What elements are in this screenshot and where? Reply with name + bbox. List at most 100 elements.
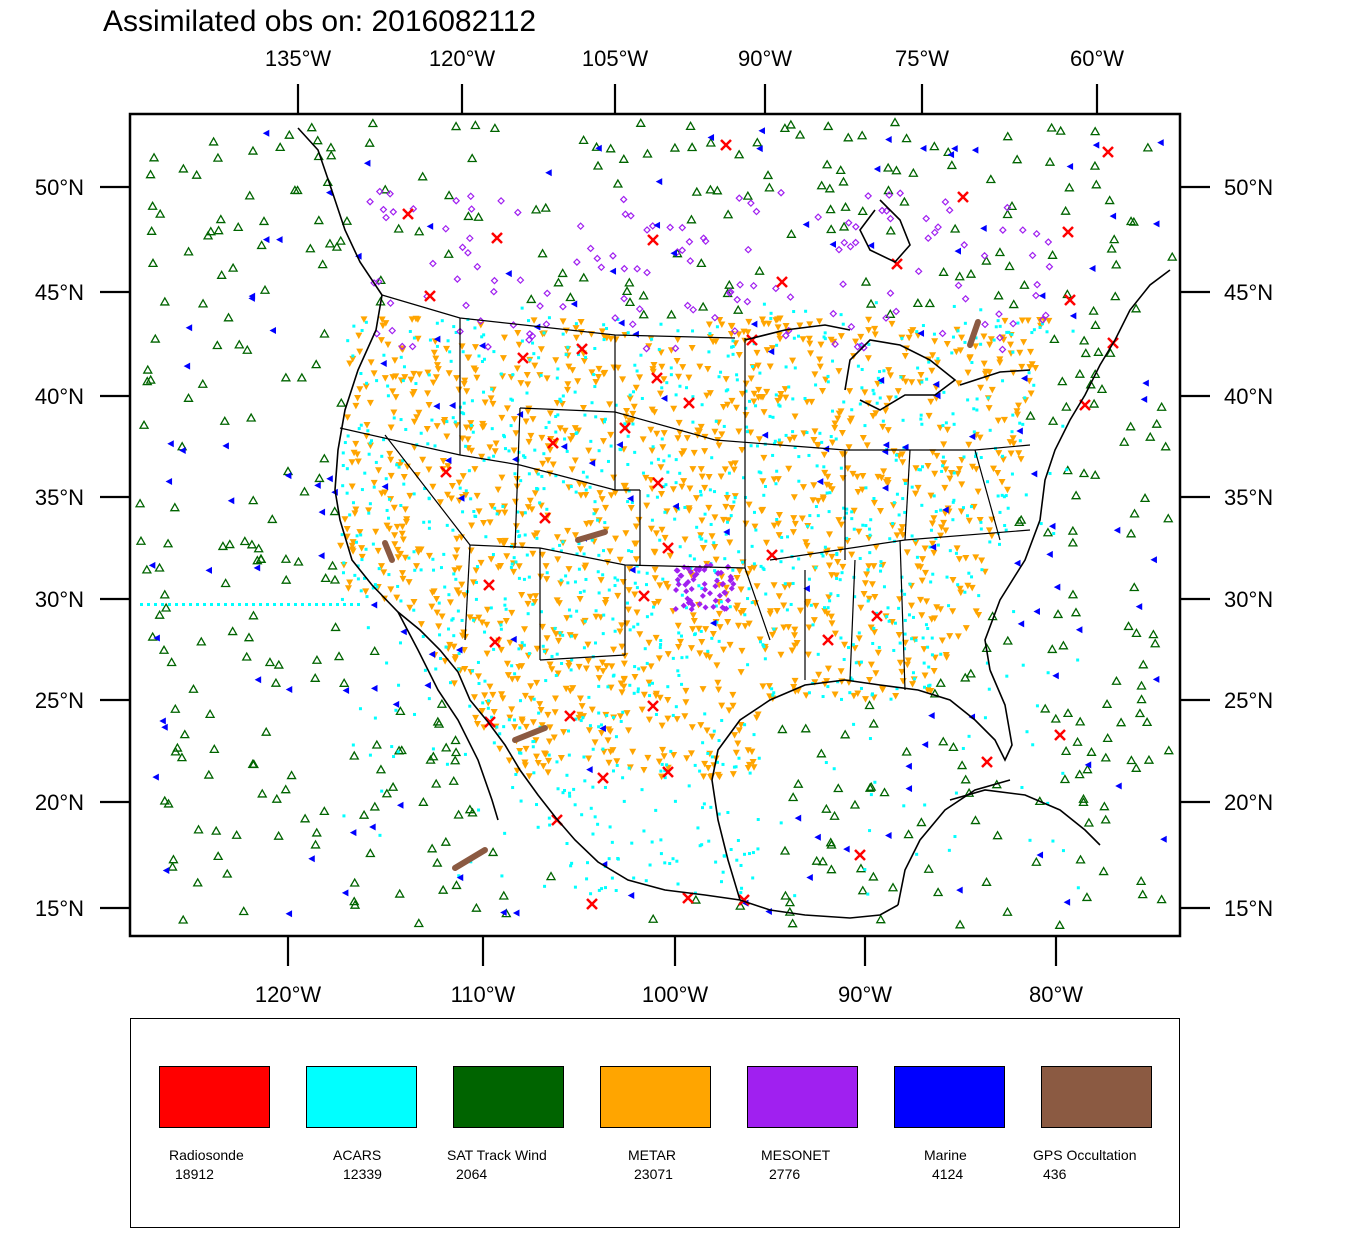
sat-wind-marker — [1131, 628, 1142, 637]
acars-marker — [669, 373, 673, 377]
acars-marker — [732, 500, 736, 504]
sat-wind-marker — [396, 745, 407, 755]
acars-marker — [674, 458, 678, 462]
mesonet-marker — [441, 224, 450, 233]
mesonet-marker — [528, 332, 537, 340]
acars-marker — [343, 603, 346, 606]
acars-marker — [266, 603, 269, 606]
metar-marker — [986, 341, 994, 349]
acars-marker — [378, 833, 382, 837]
acars-marker — [911, 615, 915, 619]
acars-marker — [547, 420, 551, 424]
marine-marker — [254, 676, 262, 684]
acars-marker — [547, 316, 551, 320]
acars-marker — [373, 716, 377, 720]
right-lat-label: 40°N — [1224, 384, 1273, 409]
metar-marker — [366, 399, 374, 407]
metar-marker — [343, 526, 351, 533]
metar-marker — [859, 434, 867, 442]
sat-wind-marker — [142, 364, 153, 374]
sat-wind-marker — [211, 825, 222, 835]
acars-marker — [654, 808, 658, 812]
marine-marker — [802, 221, 810, 229]
metar-marker — [393, 594, 401, 602]
acars-marker — [553, 626, 557, 630]
acars-marker — [1032, 328, 1036, 332]
sat-wind-marker — [638, 309, 649, 319]
marine-marker — [1152, 675, 1160, 683]
metar-marker — [859, 472, 867, 480]
metar-marker — [791, 626, 799, 634]
sat-wind-marker — [450, 747, 462, 757]
metar-marker — [775, 512, 783, 519]
metar-marker — [636, 631, 644, 638]
acars-marker — [839, 313, 843, 317]
metar-marker — [452, 554, 460, 562]
metar-marker — [680, 478, 688, 485]
acars-marker — [427, 697, 431, 701]
sat-wind-marker — [1167, 251, 1178, 261]
acars-marker — [936, 357, 940, 361]
acars-marker — [511, 373, 515, 377]
metar-marker — [594, 373, 602, 381]
sat-wind-marker — [1098, 866, 1109, 876]
acars-marker — [586, 861, 590, 865]
acars-marker — [545, 507, 549, 511]
acars-marker — [748, 399, 752, 403]
acars-marker — [566, 345, 570, 349]
acars-marker — [527, 652, 531, 656]
metar-marker — [618, 689, 626, 696]
metar-marker — [610, 646, 618, 654]
metar-marker — [529, 550, 537, 558]
acars-marker — [600, 887, 604, 891]
sat-wind-marker — [380, 184, 391, 194]
acars-marker — [147, 603, 150, 606]
metar-marker — [809, 497, 817, 504]
metar-marker — [999, 456, 1007, 463]
metar-marker — [751, 523, 759, 531]
metar-marker — [688, 344, 696, 352]
acars-marker — [668, 862, 672, 866]
metar-marker — [874, 649, 882, 657]
mesonet-marker — [998, 345, 1007, 354]
acars-marker — [931, 572, 935, 576]
mesonet-marker — [696, 601, 703, 608]
sat-wind-marker — [1142, 142, 1153, 152]
metar-marker — [526, 497, 534, 505]
metar-marker — [527, 683, 535, 690]
marine-marker — [371, 684, 378, 692]
metar-marker — [736, 567, 744, 575]
acars-marker — [966, 398, 970, 402]
sat-wind-marker — [242, 344, 253, 354]
sat-wind-marker — [453, 809, 464, 819]
metar-marker — [899, 459, 907, 466]
metar-marker — [688, 724, 696, 731]
acars-marker — [583, 779, 587, 783]
metar-marker — [985, 405, 993, 412]
metar-marker — [481, 399, 489, 406]
mesonet-marker — [452, 196, 461, 205]
acars-marker — [635, 586, 639, 590]
metar-marker — [1013, 408, 1021, 415]
mesonet-marker — [674, 576, 681, 583]
metar-marker — [518, 542, 526, 549]
mesonet-marker — [702, 586, 709, 593]
metar-marker — [781, 386, 789, 393]
acars-marker — [439, 566, 443, 570]
coastlines — [297, 127, 1171, 919]
acars-marker — [791, 397, 795, 401]
acars-marker — [815, 464, 819, 468]
metar-marker — [687, 750, 695, 757]
acars-marker — [563, 437, 567, 441]
acars-marker — [650, 337, 654, 341]
acars-marker — [475, 565, 479, 569]
metar-marker — [576, 595, 584, 603]
metar-marker — [780, 602, 788, 610]
acars-marker — [483, 630, 487, 634]
sat-wind-marker — [1089, 160, 1101, 170]
metar-marker — [453, 547, 461, 554]
acars-marker — [930, 636, 934, 640]
marine-marker — [1053, 583, 1061, 591]
sat-wind-marker — [1125, 216, 1137, 226]
acars-marker — [826, 380, 830, 384]
